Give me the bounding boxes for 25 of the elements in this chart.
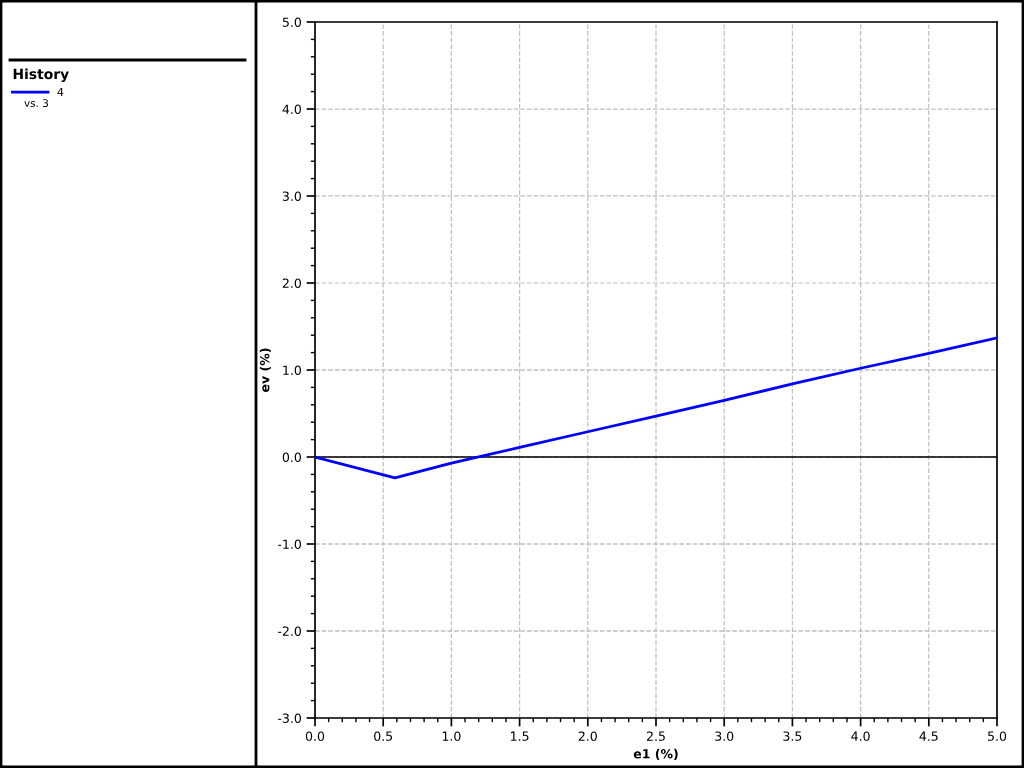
x-tick-label: 0.0 [305, 731, 325, 741]
x-tick-label: 5.0 [988, 731, 1007, 741]
x-tick-label: 4.0 [851, 731, 870, 741]
legend-label: 4 [57, 87, 64, 96]
y-tick-label: 0.0 [282, 452, 301, 462]
y-tick-label: 1.0 [283, 365, 301, 375]
x-axis-title: e1 (%) [633, 748, 678, 760]
y-tick-label: -3.0 [278, 713, 301, 723]
x-tick-label: 2.5 [646, 731, 665, 741]
x-tick-label: 3.0 [715, 731, 734, 741]
x-tick-label: 1.5 [511, 731, 529, 741]
legend-title: History [13, 68, 69, 82]
y-tick-label: 4.0 [282, 104, 301, 114]
x-tick-label: 4.5 [919, 731, 938, 741]
x-tick-label: 2.0 [578, 731, 597, 741]
text: vs. 3 [24, 99, 49, 108]
y-tick-label: 5.0 [282, 17, 301, 27]
x-tick-label: 1.0 [442, 731, 461, 741]
x-tick-label: 0.5 [374, 731, 393, 741]
x-tick-label: 3.5 [783, 731, 802, 741]
y-tick-label: -1.0 [278, 539, 301, 549]
y-tick-label: -2.0 [278, 626, 301, 636]
y-axis-title: ev (%) [259, 348, 271, 392]
y-tick-label: 3.0 [282, 191, 301, 201]
y-tick-label: 2.0 [282, 278, 301, 288]
